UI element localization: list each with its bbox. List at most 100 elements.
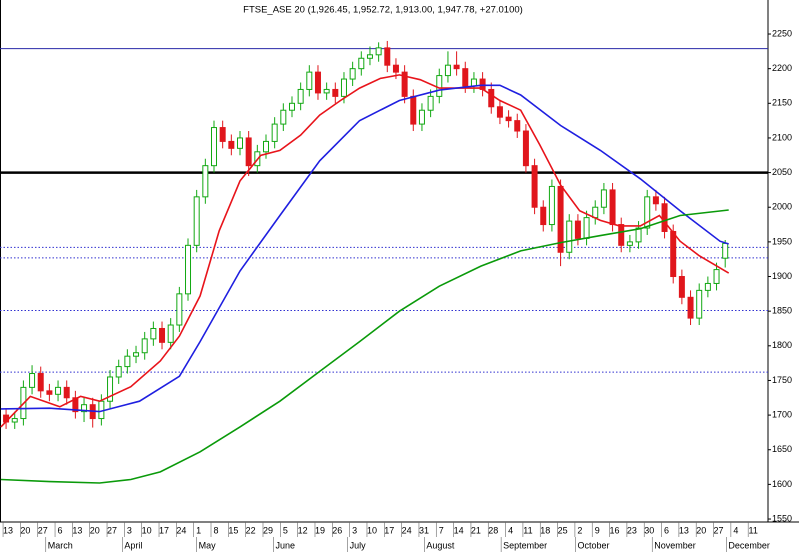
x-tick-label: 24 <box>402 525 412 535</box>
x-tick-label: 7 <box>439 525 444 535</box>
x-tick-label: 19 <box>315 525 325 535</box>
x-tick-label: 6 <box>58 525 63 535</box>
candle-body <box>592 206 599 219</box>
x-tick-label: 31 <box>419 525 429 535</box>
month-label: June <box>275 540 295 550</box>
candle-body <box>211 127 218 167</box>
x-tick-label: 13 <box>72 525 82 535</box>
candle-body <box>462 68 469 87</box>
y-tick-label: 1850 <box>772 306 792 316</box>
x-tick-label: 13 <box>679 525 689 535</box>
x-tick-label: 3 <box>127 525 132 535</box>
moving-average-line <box>0 74 730 428</box>
x-tick-label: 6 <box>664 525 669 535</box>
y-tick-label: 2150 <box>772 98 792 108</box>
candle-body <box>358 57 365 70</box>
x-tick-label: 10 <box>142 525 152 535</box>
candle-body <box>185 244 192 295</box>
x-tick-label: 5 <box>283 525 288 535</box>
x-tick-label: 20 <box>90 525 100 535</box>
x-tick-label: 24 <box>176 525 186 535</box>
x-tick-label: 20 <box>20 525 30 535</box>
y-tick-label: 2050 <box>772 167 792 177</box>
x-tick-label: 2 <box>577 525 582 535</box>
candle-body <box>237 137 243 149</box>
y-tick-label: 2200 <box>772 63 792 73</box>
candle-body <box>401 71 408 97</box>
candle-body <box>505 116 512 122</box>
x-tick-label: 17 <box>159 525 169 535</box>
candle-body <box>566 220 573 253</box>
y-tick-label: 1700 <box>772 409 792 419</box>
y-tick-label: 1900 <box>772 271 792 281</box>
y-tick-label: 1950 <box>772 236 792 246</box>
x-tick-label: 9 <box>595 525 600 535</box>
candle-body <box>55 386 62 395</box>
candle-body <box>436 75 443 97</box>
candle-body <box>37 373 44 392</box>
candle-body <box>193 196 200 246</box>
y-tick-label: 2000 <box>772 202 792 212</box>
y-tick-label: 1550 <box>772 513 792 523</box>
candle-body <box>496 106 503 118</box>
candle-body <box>202 165 209 198</box>
y-tick-label: 1800 <box>772 340 792 350</box>
x-tick-label: 8 <box>213 525 218 535</box>
candle-body <box>340 78 347 97</box>
candle-body <box>548 185 555 226</box>
y-tick-label: 1750 <box>772 375 792 385</box>
x-tick-label: 4 <box>733 525 738 535</box>
x-tick-label: 30 <box>644 525 654 535</box>
x-tick-label: 28 <box>488 525 498 535</box>
month-label: December <box>728 540 770 550</box>
candle-body <box>159 327 166 343</box>
moving-average-line <box>0 209 729 484</box>
x-tick-label: 25 <box>558 525 568 535</box>
y-tick-label: 2100 <box>772 132 792 142</box>
candle-body <box>704 282 711 291</box>
x-tick-label: 27 <box>714 525 724 535</box>
candle-body <box>652 196 659 205</box>
month-label: August <box>426 540 455 550</box>
y-tick-label: 1600 <box>772 479 792 489</box>
candle-body <box>72 397 79 413</box>
candle-body <box>583 217 590 239</box>
month-label: November <box>654 540 696 550</box>
x-tick-label: 14 <box>454 525 464 535</box>
candle-body <box>141 338 148 354</box>
x-tick-label: 11 <box>749 525 758 535</box>
x-tick-label: 20 <box>696 525 706 535</box>
month-label: April <box>124 540 142 550</box>
candle-body <box>133 352 140 357</box>
x-tick-label: 1 <box>196 525 201 535</box>
x-tick-label: 26 <box>332 525 342 535</box>
candle-body <box>366 54 373 59</box>
candle-body <box>124 355 131 368</box>
candle-body <box>323 88 330 94</box>
candle-body <box>444 64 451 77</box>
candle-body <box>626 241 633 246</box>
candle-body <box>392 64 399 73</box>
candle-body <box>427 95 434 111</box>
month-label: October <box>577 540 609 550</box>
candle-body <box>29 373 36 388</box>
candle-body <box>410 95 417 125</box>
x-tick-label: 16 <box>610 525 620 535</box>
candle-body <box>288 102 295 111</box>
candle-body <box>306 71 313 90</box>
x-tick-label: 23 <box>627 525 637 535</box>
candle-body <box>609 189 616 226</box>
candle-body <box>46 390 53 395</box>
month-label: May <box>199 540 217 550</box>
month-label: March <box>48 540 73 550</box>
x-tick-label: 27 <box>38 525 48 535</box>
candle-body <box>574 220 581 239</box>
x-tick-label: 17 <box>384 525 394 535</box>
x-tick-label: 18 <box>540 525 550 535</box>
candle-body <box>635 227 642 243</box>
month-label: July <box>350 540 367 550</box>
candle-body <box>687 296 694 319</box>
candle-body <box>531 165 538 208</box>
candle-body <box>644 196 651 229</box>
candle-body <box>245 137 252 167</box>
